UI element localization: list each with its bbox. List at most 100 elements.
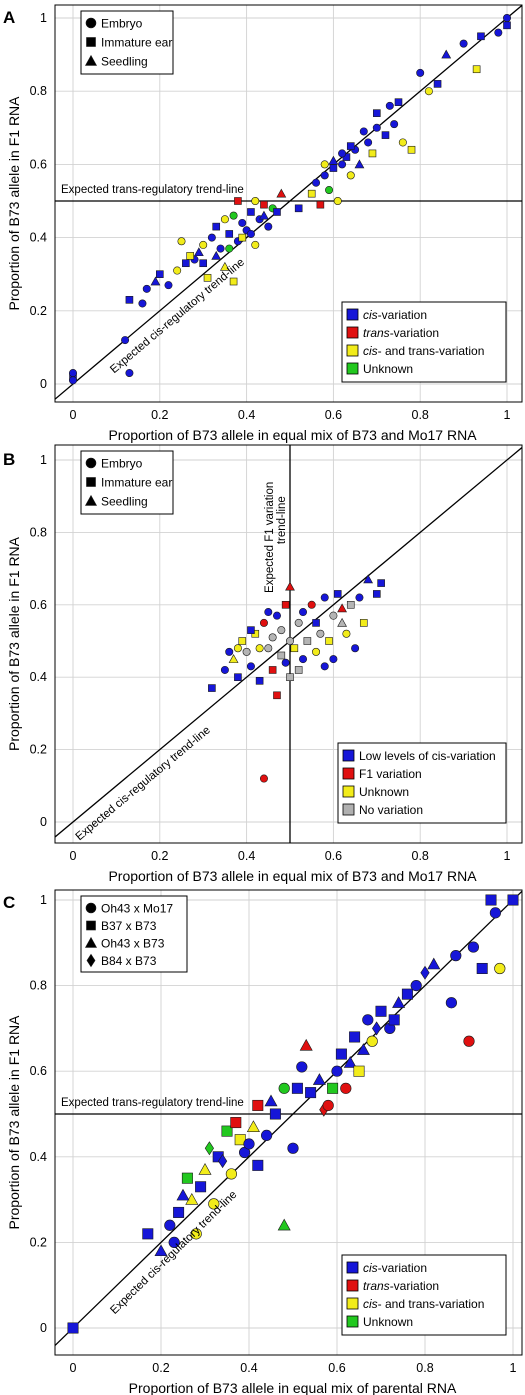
x-tick-label: 0: [70, 408, 77, 422]
y-tick-label: 0.4: [30, 231, 47, 245]
color-legend-label-italic: cis: [363, 308, 378, 322]
x-tick-label: 1: [504, 849, 511, 863]
y-tick-label: 0.6: [30, 598, 47, 612]
data-point: [220, 215, 229, 224]
y-tick-label: 0.2: [30, 1235, 47, 1249]
data-points: [208, 574, 385, 783]
data-point: [234, 197, 242, 205]
data-point: [320, 593, 329, 602]
x-tick-label: 0.6: [325, 408, 342, 422]
square-legend-icon: [86, 920, 96, 931]
data-point: [207, 233, 216, 242]
data-point: [416, 68, 425, 77]
color-swatch: [346, 308, 359, 321]
color-swatch: [342, 803, 355, 816]
data-point: [340, 1082, 352, 1094]
data-point: [156, 270, 164, 279]
data-point: [203, 274, 212, 282]
data-point: [246, 1120, 260, 1132]
data-point: [441, 49, 452, 59]
data-point: [398, 138, 407, 147]
data-point: [272, 611, 281, 620]
data-point: [225, 230, 234, 238]
y-axis-label: Proportion of B73 allele in F1 RNA: [6, 96, 22, 311]
square-legend-icon: [86, 37, 96, 47]
data-point: [125, 369, 134, 378]
data-point: [173, 266, 182, 275]
square-legend-icon: [86, 477, 96, 487]
data-point: [195, 1181, 207, 1193]
data-point: [356, 1043, 370, 1055]
data-point: [190, 1228, 202, 1240]
color-legend-label-rest: -variation: [378, 1261, 427, 1275]
data-point: [312, 178, 321, 187]
data-point: [372, 1021, 382, 1036]
data-point: [168, 1236, 180, 1248]
data-point: [372, 123, 381, 132]
data-point: [333, 590, 342, 598]
data-point: [503, 21, 511, 30]
shape-legend-label: Embryo: [101, 17, 143, 31]
data-point: [343, 1056, 357, 1068]
shape-legend: Embryo Immature ear Seedling: [80, 10, 174, 75]
data-point: [368, 149, 377, 158]
data-point: [362, 1014, 374, 1026]
data-point: [303, 637, 312, 645]
data-point: [164, 1219, 176, 1231]
data-point: [299, 655, 308, 664]
x-tick-label: 0: [70, 849, 77, 863]
data-point: [69, 369, 78, 378]
data-point: [349, 1031, 361, 1043]
shape-legend-label: B37 x B73: [101, 919, 157, 933]
data-point: [337, 617, 347, 627]
shape-legend-label: Seedling: [101, 495, 148, 509]
data-point: [264, 608, 273, 617]
data-point: [294, 204, 303, 213]
x-tick-label: 0.2: [152, 1361, 169, 1375]
y-tick-label: 0.2: [30, 304, 47, 318]
data-point: [142, 1228, 154, 1240]
panel-letter: A: [3, 8, 15, 27]
plot-frame: [54, 889, 523, 1356]
data-point: [325, 186, 334, 195]
data-point: [198, 1163, 212, 1175]
data-point: [388, 1014, 400, 1026]
x-tick-label: 0.8: [416, 1361, 433, 1375]
color-legend-label: No variation: [359, 803, 423, 817]
color-legend-label-rest: Unknown: [359, 785, 409, 799]
y-tick-label: 1: [40, 11, 47, 25]
y-tick-label: 0: [40, 1321, 47, 1335]
data-points: [69, 14, 511, 385]
color-legend-label-italic: trans: [363, 1279, 390, 1293]
data-point: [325, 637, 333, 645]
data-point: [204, 1141, 214, 1156]
data-point: [385, 101, 394, 110]
data-point: [211, 250, 222, 260]
data-point: [355, 593, 364, 602]
cis-trend-line: [55, 5, 522, 401]
data-point: [281, 658, 290, 667]
data-point: [164, 281, 173, 290]
data-point: [364, 138, 373, 147]
data-point: [264, 222, 273, 231]
data-point: [276, 188, 287, 198]
data-point: [285, 581, 295, 591]
y-axis-label: Proportion of B73 allele in F1 RNA: [6, 1015, 22, 1230]
color-swatch: [346, 1315, 359, 1328]
data-point: [394, 98, 403, 106]
data-point: [294, 666, 303, 674]
data-point: [381, 131, 390, 139]
data-point: [251, 197, 260, 206]
shape-legend-box: [80, 895, 188, 973]
data-point: [294, 618, 303, 627]
color-legend-label: cis-variation: [363, 308, 427, 322]
x-tick-label: 0.4: [238, 408, 255, 422]
data-point: [268, 666, 277, 674]
color-legend-label-rest: -variation: [390, 1279, 439, 1293]
data-point: [185, 1192, 199, 1205]
data-point: [242, 647, 251, 656]
data-point: [228, 654, 239, 663]
data-point: [247, 626, 255, 634]
y-tick-label: 0.4: [30, 1150, 47, 1164]
